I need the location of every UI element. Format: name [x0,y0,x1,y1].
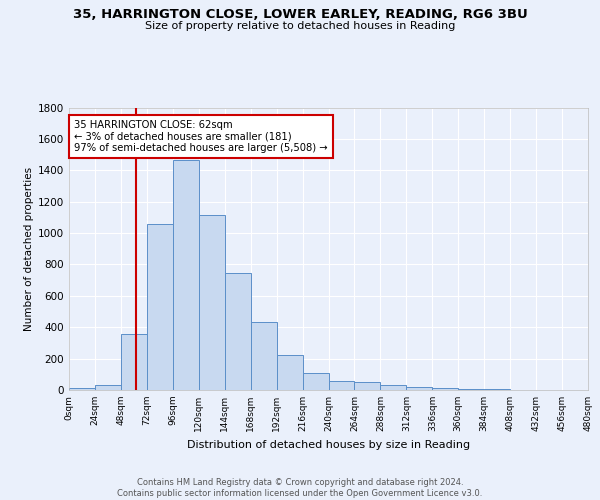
Bar [147,224,173,390]
Bar [484,389,510,390]
Bar [302,372,329,390]
Text: Contains HM Land Registry data © Crown copyright and database right 2024.
Contai: Contains HM Land Registry data © Crown c… [118,478,482,498]
Bar [277,356,302,390]
Bar [95,384,121,390]
Bar [173,160,199,390]
Bar [432,388,458,390]
Bar [329,382,355,390]
Bar [406,387,432,390]
X-axis label: Distribution of detached houses by size in Reading: Distribution of detached houses by size … [187,440,470,450]
Bar [225,273,251,390]
Text: Size of property relative to detached houses in Reading: Size of property relative to detached ho… [145,21,455,31]
Bar [380,384,406,390]
Bar [69,388,95,390]
Y-axis label: Number of detached properties: Number of detached properties [24,166,34,331]
Text: 35 HARRINGTON CLOSE: 62sqm
← 3% of detached houses are smaller (181)
97% of semi: 35 HARRINGTON CLOSE: 62sqm ← 3% of detac… [74,120,328,154]
Text: 35, HARRINGTON CLOSE, LOWER EARLEY, READING, RG6 3BU: 35, HARRINGTON CLOSE, LOWER EARLEY, READ… [73,8,527,20]
Bar [121,334,147,390]
Bar [251,322,277,390]
Bar [199,215,224,390]
Bar [458,388,484,390]
Bar [355,382,380,390]
